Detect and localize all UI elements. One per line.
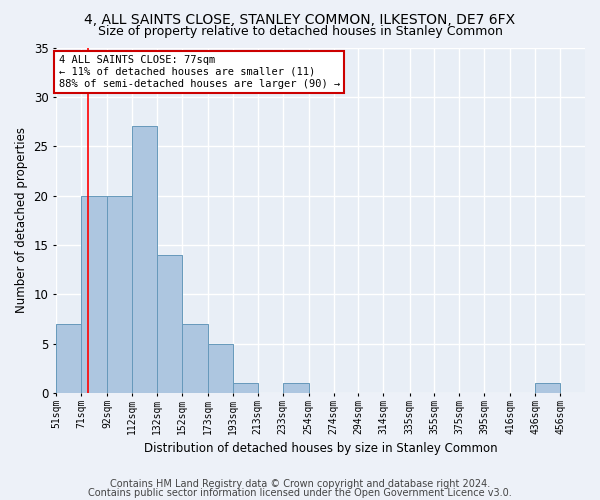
Bar [56,324,81,393]
Text: Size of property relative to detached houses in Stanley Common: Size of property relative to detached ho… [98,25,502,38]
Bar [107,196,132,393]
X-axis label: Distribution of detached houses by size in Stanley Common: Distribution of detached houses by size … [144,442,497,455]
Bar [535,383,560,393]
Text: 4, ALL SAINTS CLOSE, STANLEY COMMON, ILKESTON, DE7 6FX: 4, ALL SAINTS CLOSE, STANLEY COMMON, ILK… [85,12,515,26]
Bar [81,196,107,393]
Y-axis label: Number of detached properties: Number of detached properties [15,127,28,313]
Bar [132,126,157,393]
Bar [283,383,309,393]
Text: Contains public sector information licensed under the Open Government Licence v3: Contains public sector information licen… [88,488,512,498]
Bar [182,324,208,393]
Bar [157,254,182,393]
Bar [233,383,257,393]
Text: Contains HM Land Registry data © Crown copyright and database right 2024.: Contains HM Land Registry data © Crown c… [110,479,490,489]
Text: 4 ALL SAINTS CLOSE: 77sqm
← 11% of detached houses are smaller (11)
88% of semi-: 4 ALL SAINTS CLOSE: 77sqm ← 11% of detac… [59,56,340,88]
Bar [208,344,233,393]
